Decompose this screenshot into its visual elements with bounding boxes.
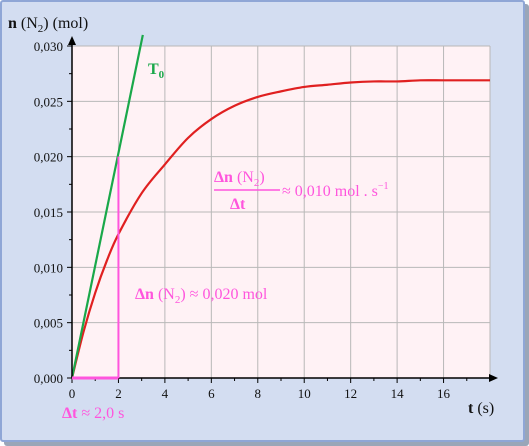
axes	[68, 36, 498, 382]
x-tick-label: 6	[208, 386, 215, 401]
x-axis-arrow	[489, 374, 498, 382]
x-tick-label: 4	[162, 386, 169, 401]
y-tick-label: 0,010	[34, 260, 63, 275]
x-tick-label: 16	[437, 386, 451, 401]
rate-value: ≈ 0,010 mol . s−1	[282, 181, 389, 200]
x-axis-title: t (s)	[468, 400, 494, 417]
dn-label: Δn (N2) ≈ 0,020 mol	[135, 286, 268, 306]
y-tick-label: 0,000	[34, 371, 63, 386]
series-line-nn2	[70, 79, 490, 379]
rate-num-mid: (N	[233, 169, 254, 186]
x-tick-label: 14	[391, 386, 405, 401]
rate-num-sub: 2	[254, 177, 260, 189]
x-tick-label: 2	[115, 386, 122, 401]
dt-label-rest: ≈ 2,0 s	[77, 405, 124, 422]
dt-label: Δt ≈ 2,0 s	[62, 405, 124, 422]
tangent-label-sub: 0	[159, 69, 165, 81]
dn-label-bold: Δn	[135, 286, 154, 303]
rate-numerator: Δn (N2)	[214, 169, 265, 189]
x-tick-label: 10	[298, 386, 311, 401]
dt-label-bold: Δt	[62, 405, 78, 422]
tangent-label: T0	[148, 61, 165, 81]
dn-label-sub: 2	[175, 294, 181, 306]
y-tick-label: 0,020	[34, 150, 63, 165]
ticks: 0 2 4 6 8 10 12 14 16 0,000 0,005 0,010 0,015 0,020 0,…	[34, 39, 468, 401]
y-tick-label: 0,005	[34, 316, 63, 331]
y-tick-label: 0,030	[34, 39, 63, 54]
dn-label-mid: (N	[154, 286, 175, 303]
x-axis-title-bold: t	[468, 400, 474, 417]
y-axis-title-rest: ) (mol)	[43, 15, 88, 32]
x-tick-label: 8	[255, 386, 262, 401]
dn-label-rest: ) ≈ 0,020 mol	[180, 286, 268, 303]
tangent-label-main: T	[148, 61, 159, 78]
y-axis-title-sub: 2	[38, 23, 44, 35]
y-axis-title-bold: n	[8, 15, 17, 32]
rate-num-bold: Δn	[214, 169, 233, 186]
y-axis-title: n (N2) (mol)	[8, 15, 88, 35]
annotations	[72, 156, 120, 380]
y-axis-arrow	[68, 36, 76, 45]
x-tick-label: 12	[344, 386, 357, 401]
y-axis-title-mid: (N	[17, 15, 38, 32]
rate-value-exp: −1	[378, 181, 389, 192]
series-lines	[70, 34, 490, 379]
rate-denominator: Δt	[230, 196, 246, 213]
y-tick-label: 0,015	[34, 205, 63, 220]
series-line-t0	[70, 34, 144, 379]
rate-num-end: )	[259, 169, 264, 186]
x-tick-label: 0	[69, 386, 76, 401]
x-axis-title-rest: (s)	[473, 400, 494, 417]
rate-value-main: ≈ 0,010 mol . s	[282, 183, 378, 200]
y-tick-label: 0,025	[34, 94, 63, 109]
